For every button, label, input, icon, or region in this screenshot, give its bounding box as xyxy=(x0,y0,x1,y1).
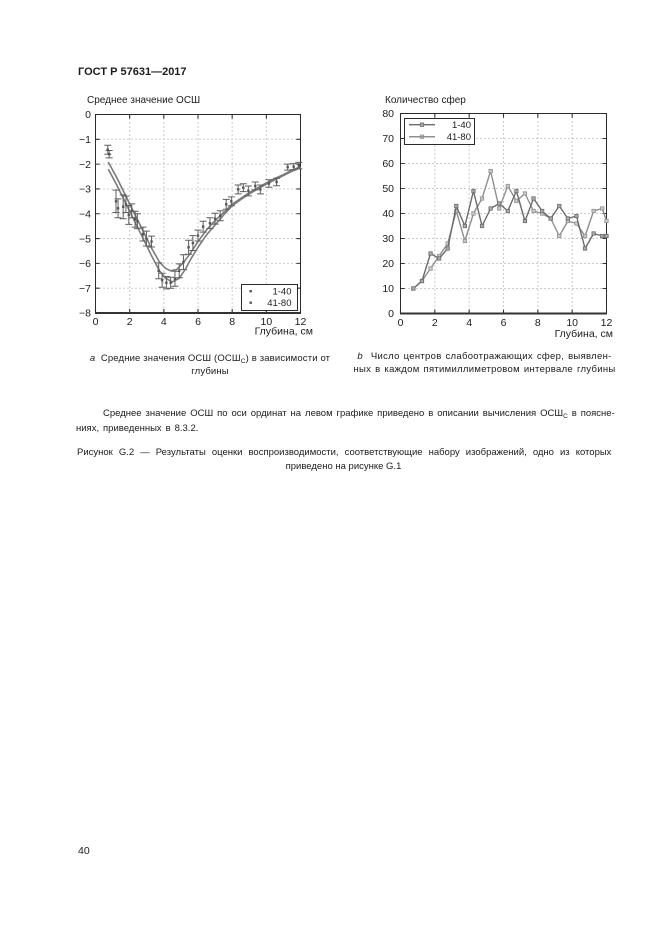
svg-text:−8: −8 xyxy=(79,308,91,320)
svg-text:0: 0 xyxy=(398,317,404,329)
svg-text:Глубина, см: Глубина, см xyxy=(255,326,313,338)
svg-text:12: 12 xyxy=(295,316,307,328)
svg-text:−6: −6 xyxy=(79,258,91,270)
svg-text:−3: −3 xyxy=(79,184,91,196)
svg-text:0: 0 xyxy=(85,109,91,121)
svg-text:0: 0 xyxy=(388,308,394,320)
svg-text:4: 4 xyxy=(466,317,472,329)
svg-text:80: 80 xyxy=(382,108,394,120)
svg-text:20: 20 xyxy=(382,258,394,270)
svg-text:70: 70 xyxy=(382,133,394,145)
svg-text:40: 40 xyxy=(382,208,394,220)
svg-text:2: 2 xyxy=(127,316,133,328)
svg-text:4: 4 xyxy=(161,316,167,328)
svg-text:−7: −7 xyxy=(79,283,91,295)
svg-text:1-40: 1-40 xyxy=(452,120,471,131)
svg-text:Количество сфер: Количество сфер xyxy=(385,94,466,106)
svg-text:8: 8 xyxy=(535,317,541,329)
svg-text:2: 2 xyxy=(432,317,438,329)
svg-text:41-80: 41-80 xyxy=(267,298,291,309)
svg-text:−1: −1 xyxy=(79,134,91,146)
svg-text:0: 0 xyxy=(93,316,99,328)
svg-text:6: 6 xyxy=(501,317,507,329)
svg-text:10: 10 xyxy=(566,317,578,329)
svg-text:−2: −2 xyxy=(79,159,91,171)
svg-text:41-80: 41-80 xyxy=(447,132,471,143)
svg-text:6: 6 xyxy=(195,316,201,328)
svg-text:60: 60 xyxy=(382,158,394,170)
svg-text:10: 10 xyxy=(382,283,394,295)
svg-text:Глубина, см: Глубина, см xyxy=(555,328,613,340)
svg-text:1-40: 1-40 xyxy=(272,287,291,298)
svg-text:−4: −4 xyxy=(79,208,91,220)
svg-text:Среднее значение ОСШ: Среднее значение ОСШ xyxy=(87,95,200,106)
svg-text:10: 10 xyxy=(260,316,272,328)
svg-text:8: 8 xyxy=(229,316,235,328)
svg-text:50: 50 xyxy=(382,183,394,195)
svg-text:30: 30 xyxy=(382,233,394,245)
svg-text:12: 12 xyxy=(601,317,613,329)
svg-text:−5: −5 xyxy=(79,233,91,245)
